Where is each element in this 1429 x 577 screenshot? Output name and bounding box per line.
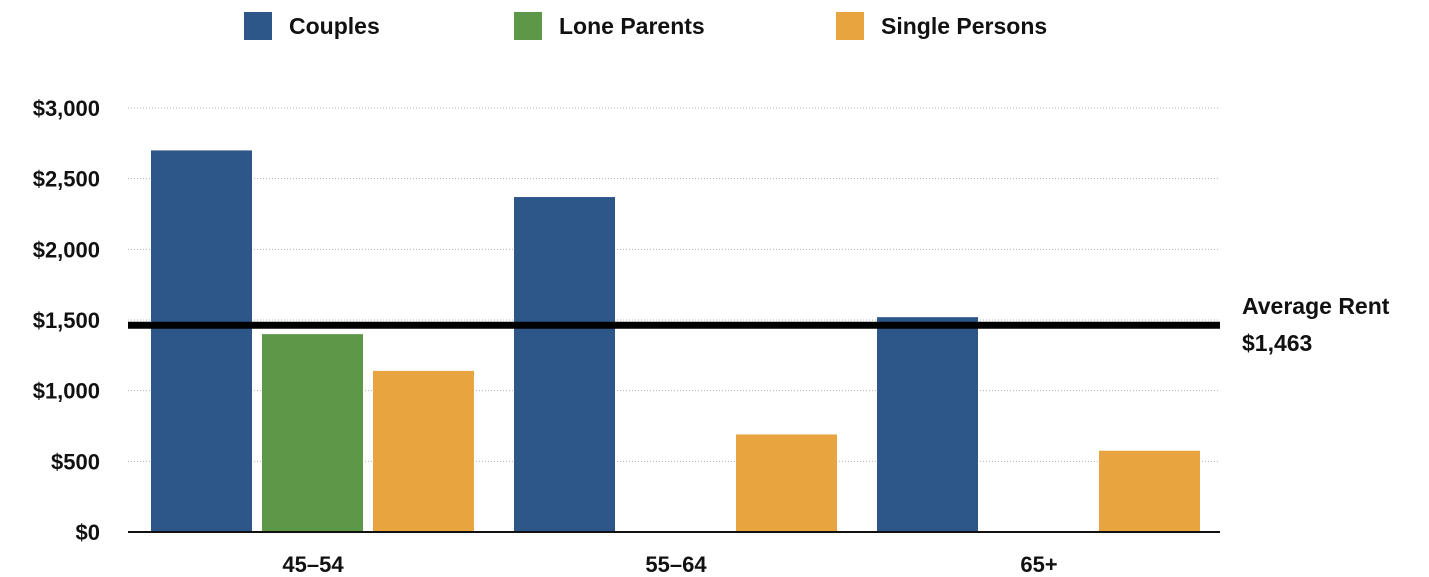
legend-label-single-persons: Single Persons bbox=[881, 13, 1047, 39]
y-axis: $0 $500 $1,000 $1,500 $2,000 $2,500 $3,000 bbox=[33, 96, 100, 545]
y-tick-label: $2,500 bbox=[33, 167, 100, 192]
average-rent-label: Average Rent bbox=[1242, 293, 1390, 319]
legend: Couples Lone Parents Single Persons bbox=[244, 12, 1047, 40]
bar-couples-1 bbox=[514, 197, 615, 533]
y-tick-label: $500 bbox=[51, 449, 100, 474]
bar-single-persons-1 bbox=[736, 434, 837, 532]
gridlines bbox=[128, 107, 1220, 462]
average-rent-value: $1,463 bbox=[1242, 330, 1312, 356]
bar-single-persons-2 bbox=[1099, 450, 1200, 532]
bar-lone-parents-0 bbox=[262, 334, 363, 532]
legend-label-lone-parents: Lone Parents bbox=[559, 13, 705, 39]
x-axis: 45–54 55–64 65+ bbox=[128, 531, 1220, 577]
y-tick-label: $1,500 bbox=[33, 308, 100, 333]
legend-label-couples: Couples bbox=[289, 13, 380, 39]
x-tick-label: 45–54 bbox=[282, 552, 344, 577]
legend-swatch-lone-parents bbox=[514, 12, 542, 40]
average-rent-line: Average Rent $1,463 bbox=[128, 293, 1390, 356]
bar-couples-2 bbox=[877, 317, 978, 532]
x-tick-label: 55–64 bbox=[645, 552, 707, 577]
x-tick-label: 65+ bbox=[1020, 552, 1057, 577]
y-tick-label: $0 bbox=[76, 520, 100, 545]
bar-couples-0 bbox=[151, 150, 252, 532]
legend-swatch-single-persons bbox=[836, 12, 864, 40]
y-tick-label: $1,000 bbox=[33, 379, 100, 404]
bars bbox=[151, 150, 1200, 533]
legend-swatch-couples bbox=[244, 12, 272, 40]
y-tick-label: $3,000 bbox=[33, 96, 100, 121]
y-tick-label: $2,000 bbox=[33, 237, 100, 262]
bar-single-persons-0 bbox=[373, 370, 474, 532]
